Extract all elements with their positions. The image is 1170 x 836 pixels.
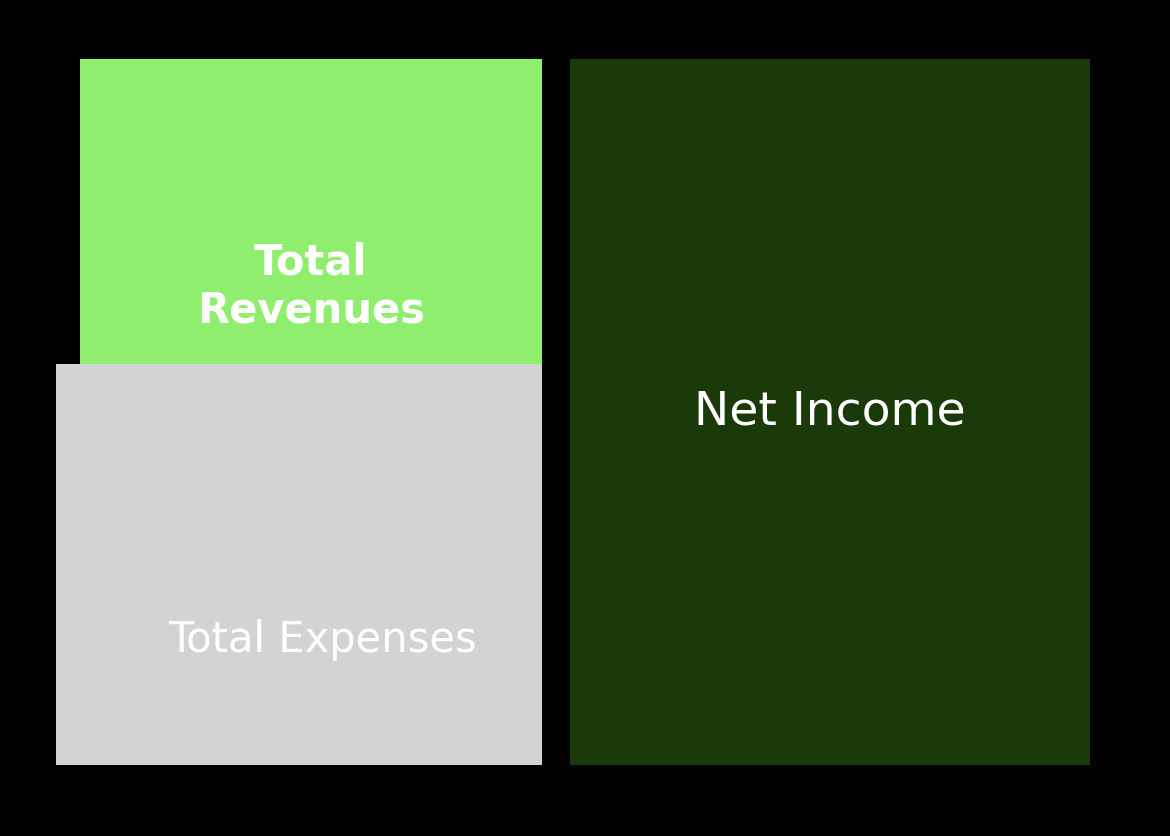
Text: Total Expenses: Total Expenses xyxy=(168,619,476,660)
Bar xyxy=(80,59,542,765)
Text: Net Income: Net Income xyxy=(694,390,966,434)
Bar xyxy=(56,364,542,765)
Bar xyxy=(570,59,1090,765)
Text: Total
Revenues: Total Revenues xyxy=(197,241,425,332)
